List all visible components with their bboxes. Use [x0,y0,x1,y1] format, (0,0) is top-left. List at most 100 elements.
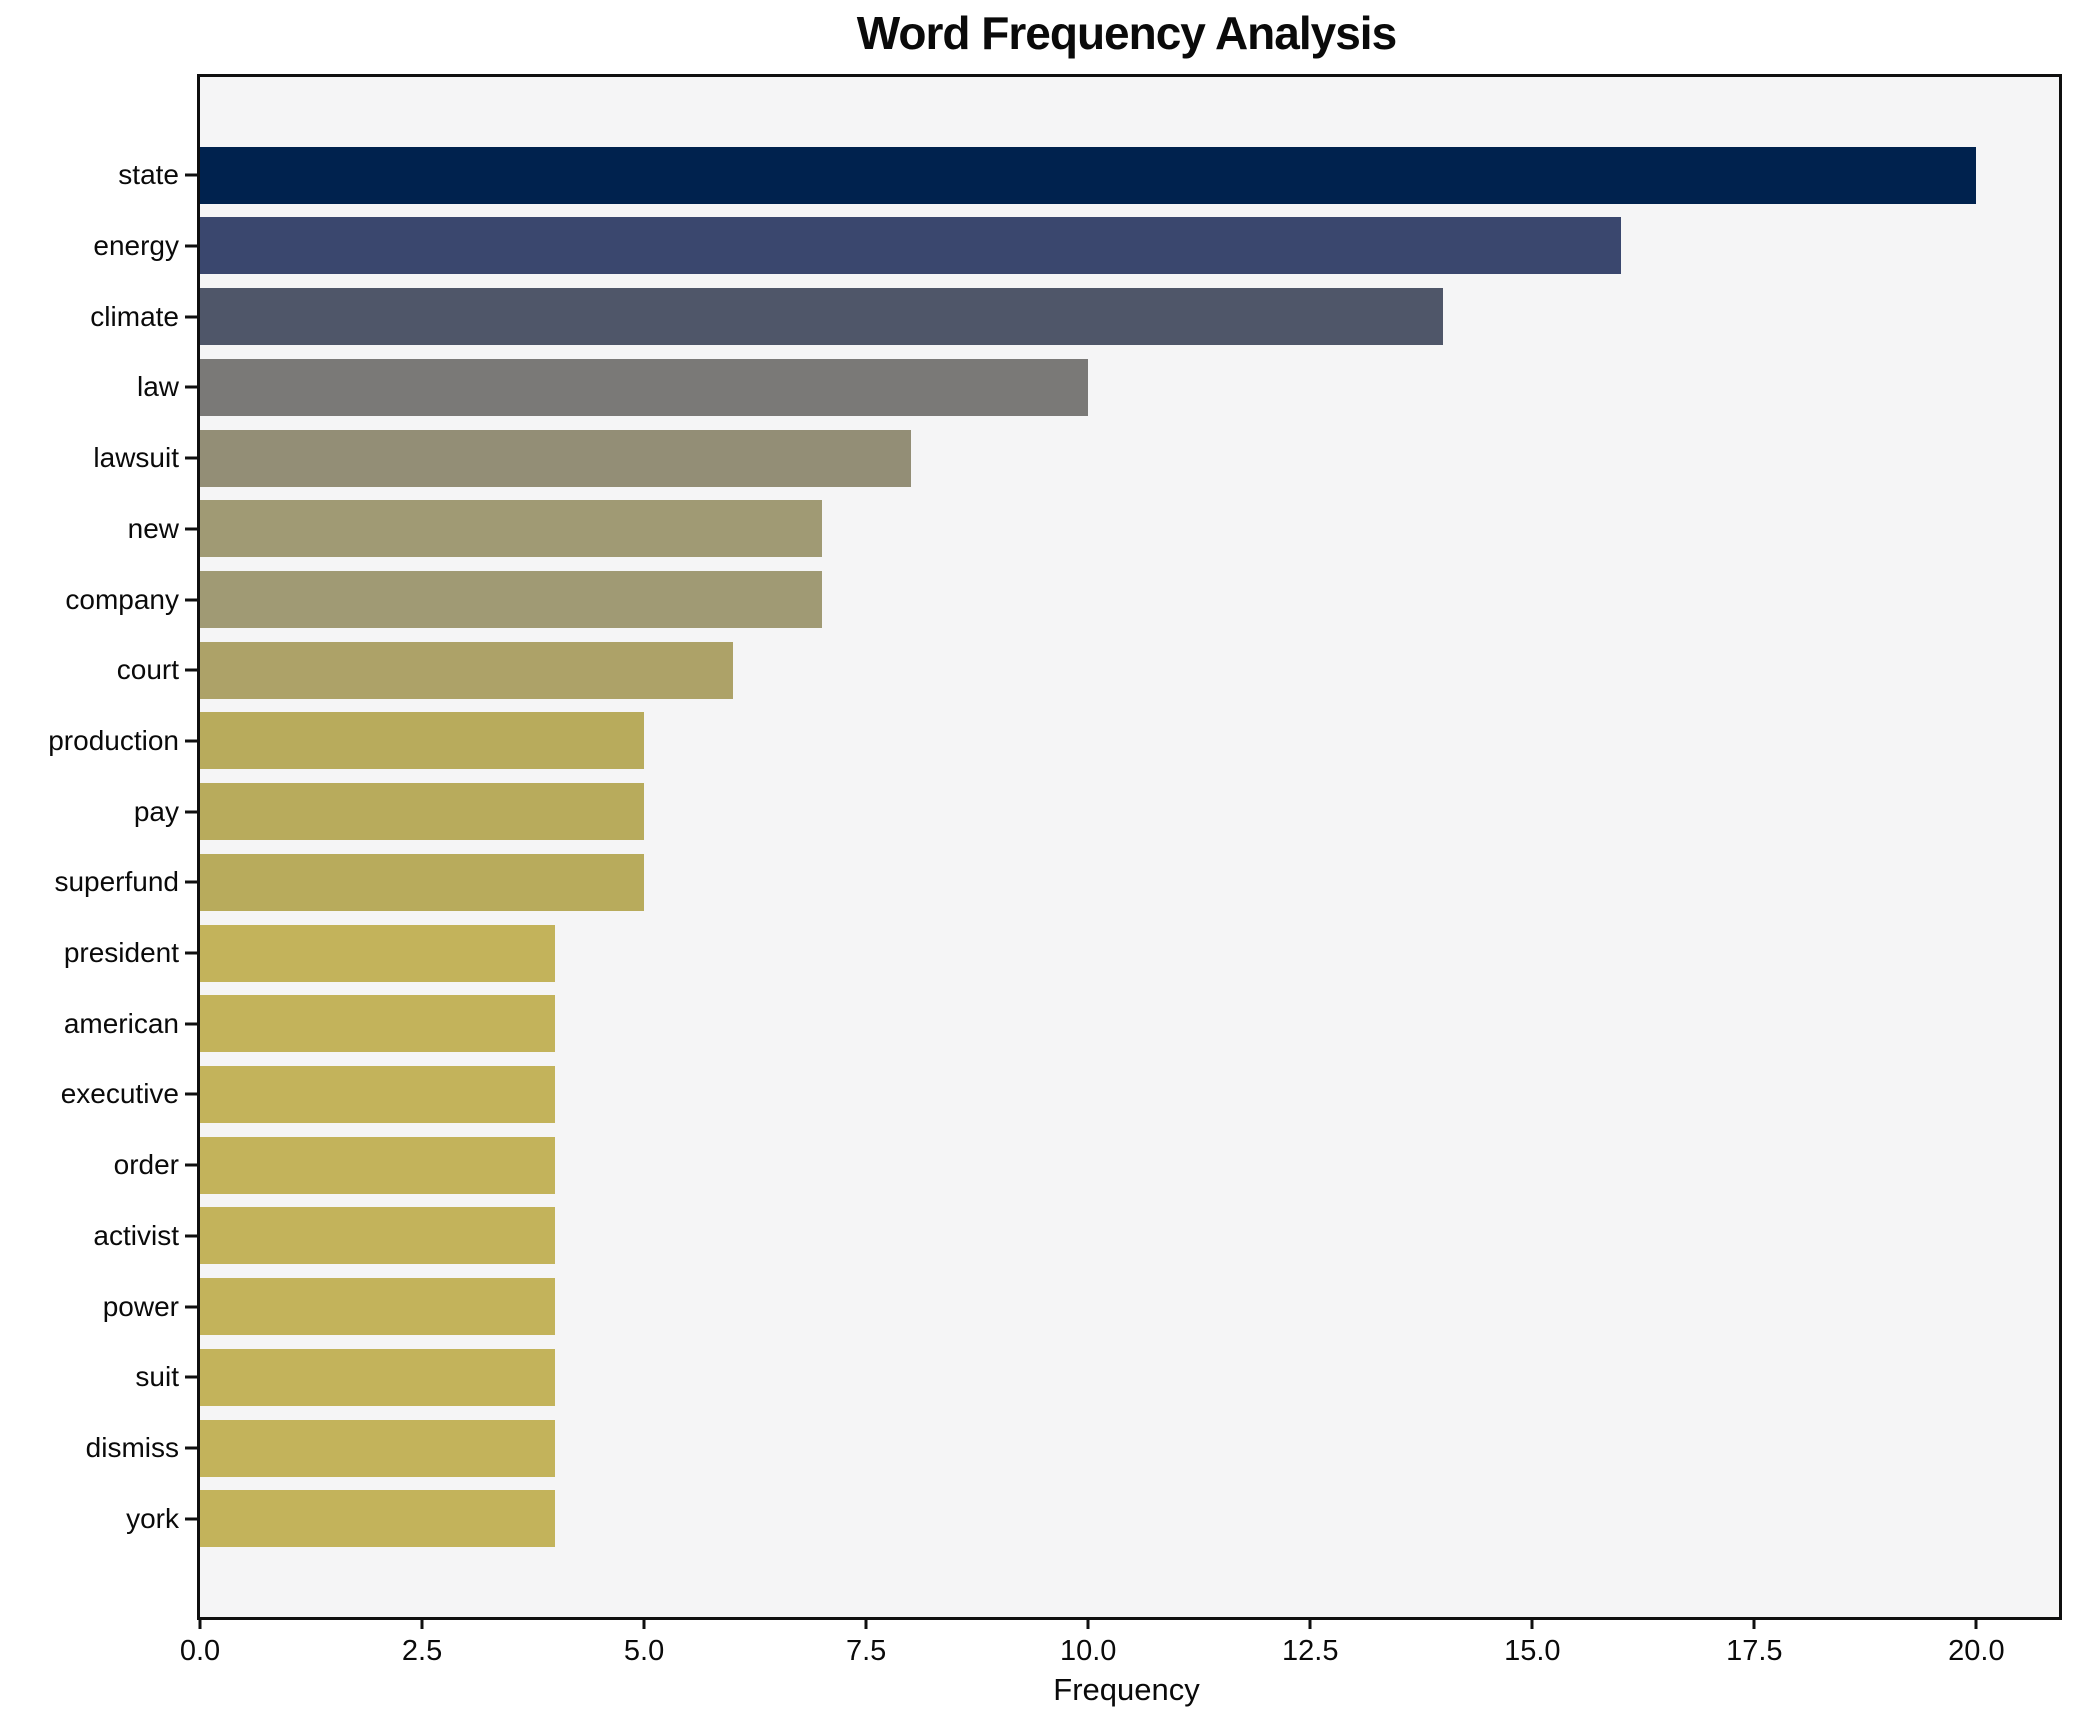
y-tick-mark [185,1234,197,1238]
y-tick-label-law: law [136,371,179,403]
x-tick-label-20.0: 20.0 [1948,1635,2005,1667]
chart-title: Word Frequency Analysis [856,7,1397,59]
x-tick-label-10.0: 10.0 [1059,1635,1117,1667]
x-axis-title: Frequency [1053,1672,1200,1707]
y-tick-label-new: new [127,512,179,544]
y-tick-mark [185,951,197,955]
bar-company [200,571,822,628]
y-tick-mark [185,1517,197,1521]
y-tick-label-activist: activist [93,1219,179,1251]
x-tick-mark [1752,1617,1756,1629]
y-tick-label-executive: executive [60,1078,179,1110]
y-tick-mark [185,1446,197,1450]
y-tick-label-lawsuit: lawsuit [93,442,179,474]
bar-state [200,146,1977,204]
y-tick-label-pay: pay [133,795,179,827]
x-tick-mark [1974,1617,1978,1629]
y-tick-mark [185,527,197,531]
bar-power [200,1278,556,1336]
bar-row: state [118,140,2059,211]
bar-energy [200,217,1622,275]
x-tick-label-7.5: 7.5 [845,1635,887,1667]
bar-production [200,712,645,770]
y-tick-label-energy: energy [93,229,179,261]
bar-law [200,358,1089,416]
bar-american [200,995,556,1053]
y-tick-label-production: production [48,724,179,756]
bar-row: climate [90,281,2059,352]
bar-row: activist [93,1201,2059,1272]
bar-row: new [128,493,2059,564]
y-tick-mark [185,598,197,601]
y-tick-mark [185,244,197,248]
bar-new [200,500,822,558]
bar-pay [200,783,645,841]
x-tick-label-5.0: 5.0 [623,1635,665,1667]
y-tick-mark [185,1022,197,1026]
bar-row: lawsuit [93,423,2059,494]
bar-row: order [114,1130,2059,1201]
x-tick-label-12.5: 12.5 [1282,1635,1339,1667]
bar-row: court [117,635,2059,706]
bar-row: dismiss [86,1413,2059,1484]
bar-court [200,641,733,699]
bar-row: energy [93,211,2059,282]
bar-row: american [64,988,2059,1059]
x-tick-mark [1308,1617,1312,1629]
x-tick-label-0.0: 0.0 [179,1635,221,1667]
y-tick-label-superfund: superfund [54,866,179,898]
bar-president [200,924,556,982]
bar-executive [200,1065,556,1123]
y-tick-label-court: court [116,654,179,686]
bar-row: york [126,1483,2059,1554]
y-tick-label-suit: suit [135,1361,179,1393]
y-tick-mark [185,456,197,460]
y-tick-label-power: power [102,1290,179,1322]
y-tick-mark [185,173,197,177]
x-tick-label-2.5: 2.5 [401,1635,443,1667]
y-tick-mark [185,880,197,884]
y-tick-label-american: american [63,1007,179,1039]
x-tick-mark [1530,1617,1534,1629]
y-tick-mark [185,668,197,672]
y-tick-mark [185,739,197,743]
y-tick-mark [185,385,197,389]
bar-row: law [137,352,2059,423]
y-tick-mark [185,810,197,814]
bar-row: pay [134,776,2059,847]
bar-row: company [65,564,2059,635]
y-tick-label-climate: climate [90,300,179,332]
y-tick-mark [185,315,197,319]
x-tick-mark [420,1617,424,1629]
y-tick-label-company: company [65,583,179,615]
x-tick-mark [864,1617,868,1629]
y-tick-label-york: york [126,1502,179,1534]
x-tick-mark [198,1617,202,1629]
y-tick-label-order: order [113,1149,179,1181]
bar-activist [200,1207,556,1265]
bar-dismiss [200,1419,556,1477]
bar-row: superfund [54,847,2059,918]
plot-area: state energy climate law lawsuit new company co… [48,74,2062,1667]
bar-row: president [64,918,2059,989]
bar-lawsuit [200,429,911,487]
y-tick-mark [185,1305,197,1309]
bar-row: suit [135,1342,2059,1413]
bar-order [200,1136,556,1194]
y-tick-mark [185,1092,197,1096]
bar-york [200,1490,556,1548]
y-tick-label-president: president [63,937,179,969]
bar-suit [200,1348,556,1406]
x-tick-mark [1086,1617,1090,1629]
y-tick-mark [185,1375,197,1379]
x-tick-label-15.0: 15.0 [1504,1635,1561,1667]
bar-row: power [103,1271,2059,1342]
bar-climate [200,288,1444,346]
bar-superfund [200,853,645,911]
y-tick-label-state: state [118,159,179,191]
bar-row: production [48,706,2059,777]
y-tick-label-dismiss: dismiss [85,1432,179,1463]
x-tick-label-17.5: 17.5 [1726,1635,1783,1667]
x-tick-mark [642,1617,646,1629]
